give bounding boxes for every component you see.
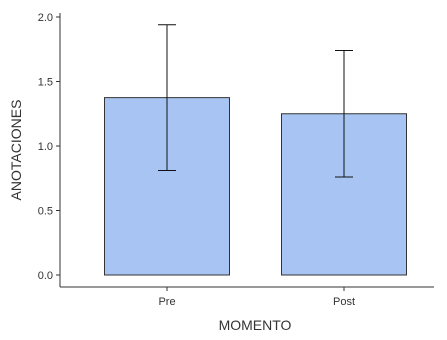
error-bar-pre (158, 24, 176, 172)
y-tick-label: 0.5 (38, 206, 53, 218)
y-tick-label: 1.5 (38, 77, 53, 89)
y-ticks-layer: 0.0 0.5 1.0 1.5 2.0 (38, 12, 60, 282)
y-tick-label: 1.0 (38, 141, 53, 153)
x-tick-label-pre: Pre (158, 296, 175, 308)
x-ticks-layer: Pre Post (158, 287, 355, 308)
error-bar-post (335, 50, 353, 178)
y-tick-label: 2.0 (38, 12, 53, 24)
y-tick-label: 0.0 (38, 270, 53, 282)
x-axis-title: MOMENTO (219, 317, 292, 333)
bars-layer (104, 97, 407, 276)
error-bars-layer (158, 24, 353, 178)
axes-layer (59, 13, 434, 288)
x-tick-label-post: Post (333, 296, 355, 308)
y-axis-title: ANOTACIONES (8, 100, 24, 201)
